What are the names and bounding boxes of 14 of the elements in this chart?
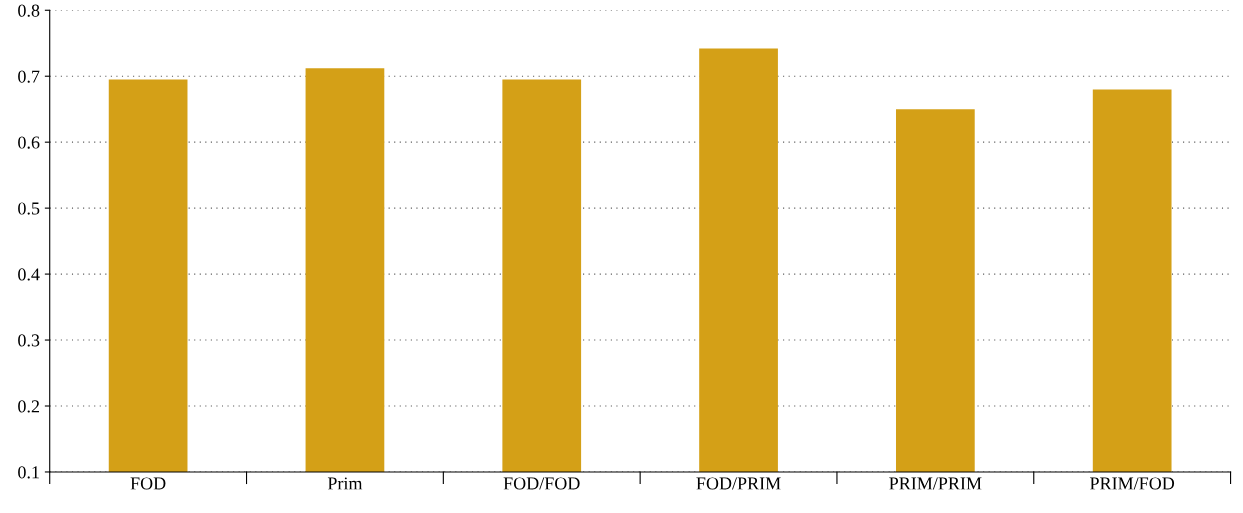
x-tick-label: FOD: [130, 477, 166, 490]
y-tick-label: 0.6: [18, 136, 40, 149]
y-tick-label: 0.8: [18, 4, 40, 17]
y-tick-label: 0.4: [18, 268, 40, 281]
y-tick-label: 0.3: [18, 334, 40, 347]
x-tick-label: PRIM/FOD: [1090, 477, 1175, 490]
x-tick-label: PRIM/PRIM: [889, 477, 982, 490]
x-tick-label: FOD/PRIM: [696, 477, 781, 490]
y-tick-label: 0.7: [18, 70, 40, 83]
y-tick-label: 0.2: [18, 400, 39, 413]
x-tick-label: FOD/FOD: [503, 477, 580, 490]
y-tick-label: 0.5: [18, 202, 40, 215]
y-tick-label: 0.1: [18, 466, 39, 479]
x-tick-label: Prim: [327, 477, 363, 490]
